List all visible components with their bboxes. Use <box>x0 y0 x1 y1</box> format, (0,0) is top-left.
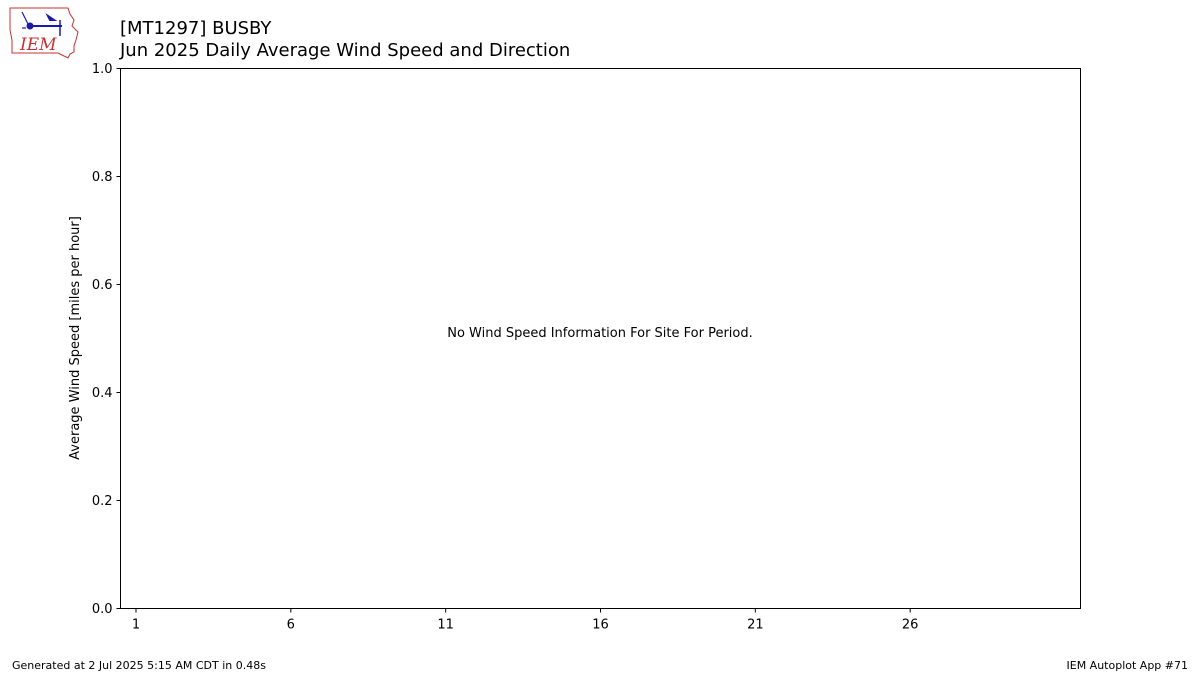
station-title: [MT1297] BUSBY <box>120 18 272 39</box>
wind-barb-icon <box>21 11 62 36</box>
x-tick-label: 26 <box>902 618 919 633</box>
x-axis-ticks: 1 6 11 16 21 26 <box>132 608 919 633</box>
logo-text: IEM <box>19 35 57 55</box>
generated-timestamp: Generated at 2 Jul 2025 5:15 AM CDT in 0… <box>12 659 266 672</box>
x-tick-label: 16 <box>592 618 609 633</box>
y-tick-label: 0.2 <box>92 494 113 509</box>
x-tick-label: 6 <box>287 618 295 633</box>
y-axis-label: Average Wind Speed [miles per hour] <box>68 216 83 460</box>
y-tick-label: 1.0 <box>92 62 113 77</box>
iowa-outline-icon <box>9 7 79 59</box>
x-tick-label: 21 <box>747 618 764 633</box>
y-axis-ticks: 0.0 0.2 0.4 0.6 0.8 1.0 <box>92 62 121 617</box>
y-tick-label: 0.4 <box>92 386 113 401</box>
x-tick-label: 1 <box>132 618 140 633</box>
iem-logo: IEM <box>9 7 79 59</box>
y-tick-label: 0.6 <box>92 278 113 293</box>
no-data-annotation: No Wind Speed Information For Site For P… <box>447 326 753 341</box>
chart-title: Jun 2025 Daily Average Wind Speed and Di… <box>120 40 571 61</box>
plot-area <box>120 68 1081 609</box>
app-credit: IEM Autoplot App #71 <box>1066 659 1189 672</box>
y-tick-label: 0.0 <box>92 602 113 617</box>
x-tick-label: 11 <box>437 618 454 633</box>
y-tick-label: 0.8 <box>92 170 113 185</box>
